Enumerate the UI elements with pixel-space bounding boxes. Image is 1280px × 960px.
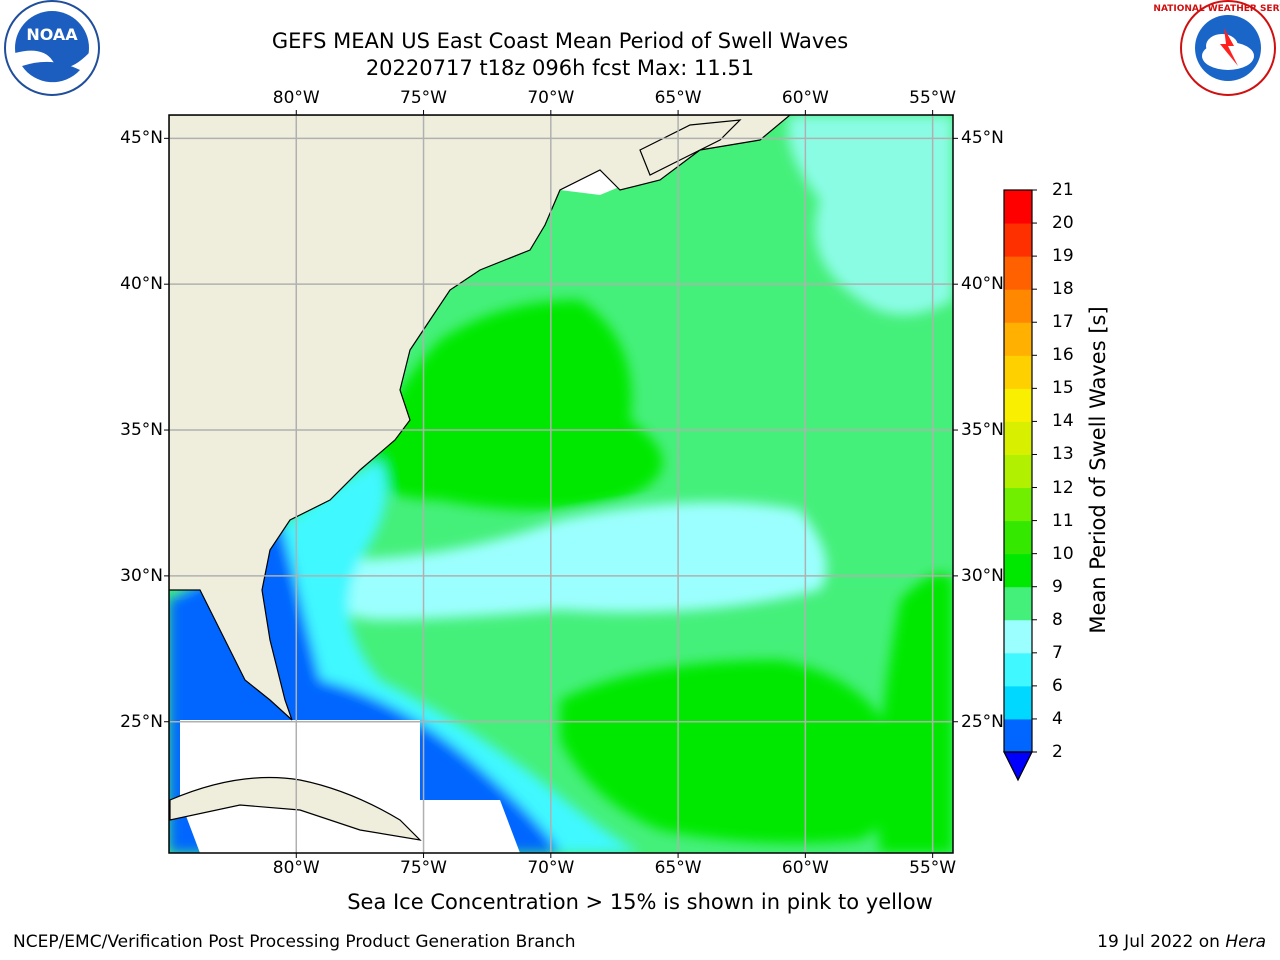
lon-label-top: 80°W — [272, 88, 320, 108]
colorbar-tick-label: 19 — [1052, 246, 1074, 267]
colorbar-tick-label: 11 — [1052, 510, 1074, 531]
lon-gridlines — [295, 115, 934, 853]
lat-label-right: 25°N — [961, 711, 1004, 732]
colorbar-tick-label: 8 — [1052, 609, 1063, 630]
lat-label-left: 45°N — [120, 128, 163, 149]
map-frame — [168, 114, 954, 854]
colorbar-segment — [1004, 520, 1032, 555]
swell-region-green-south — [560, 660, 900, 844]
lon-label-top: 55°W — [909, 88, 957, 108]
nova-scotia — [639, 119, 742, 176]
lon-label-top: 60°W — [781, 88, 829, 108]
colorbar-segment — [1004, 256, 1032, 290]
colorbar-tick-label: 17 — [1052, 312, 1074, 333]
lat-label-right: 45°N — [961, 128, 1004, 149]
footer-date: 19 Jul 2022 on Hera — [1097, 932, 1266, 952]
colorbar-segment — [1004, 619, 1032, 654]
colorbar-tick-label: 12 — [1052, 477, 1074, 498]
lat-label-left: 35°N — [120, 420, 163, 441]
lat-label-right: 30°N — [961, 565, 1004, 586]
lon-label-bottom: 80°W — [272, 858, 320, 878]
lon-label-bottom: 55°W — [909, 858, 957, 878]
lon-label-bottom: 60°W — [781, 858, 829, 878]
colorbar-tick-label: 13 — [1052, 444, 1074, 465]
colorbar-tick-label: 14 — [1052, 411, 1074, 432]
colorbar-segment — [1004, 388, 1032, 422]
lon-label-top: 65°W — [654, 88, 702, 108]
colorbar-tick-label: 9 — [1052, 576, 1063, 597]
colorbar-segment — [1004, 586, 1032, 621]
colorbar-tick-label: 10 — [1052, 543, 1074, 564]
lat-label-right: 35°N — [961, 420, 1004, 441]
lon-label-top: 75°W — [400, 88, 448, 108]
footer-date-text: 19 Jul 2022 on — [1097, 932, 1226, 952]
colorbar-segment — [1004, 322, 1032, 356]
colorbar-segment — [1004, 355, 1032, 389]
lat-gridlines — [169, 137, 953, 723]
colorbar-tick-label: 2 — [1052, 742, 1063, 762]
chart-subtitle: 20220717 t18z 096h fcst Max: 11.51 — [365, 56, 755, 80]
colorbar-segment — [1004, 685, 1032, 720]
colorbar-segment — [1004, 289, 1032, 323]
colorbar-segment — [1004, 190, 1032, 224]
swell-region-cyan-band — [328, 502, 827, 620]
colorbar-segment — [1004, 487, 1032, 522]
swell-region-cyan-ne — [788, 115, 953, 315]
swell-region-green-east — [877, 573, 953, 853]
colorbar-segment — [1004, 421, 1032, 455]
colorbar-tick-label: 6 — [1052, 675, 1063, 696]
lat-label-left: 30°N — [120, 565, 163, 586]
lat-label-left: 40°N — [120, 274, 163, 295]
colorbar-tick-label: 20 — [1052, 213, 1074, 234]
colorbar-extend-arrow — [1003, 751, 1033, 782]
colorbar-segment — [1004, 454, 1032, 489]
colorbar-segment — [1004, 223, 1032, 257]
colorbar-segment — [1004, 652, 1032, 687]
colorbar-segment — [1004, 718, 1032, 753]
footer-organization: NCEP/EMC/Verification Post Processing Pr… — [13, 932, 576, 952]
colorbar-segment — [1004, 553, 1032, 588]
colorbar-frame — [1003, 189, 1033, 753]
chart-title: GEFS MEAN US East Coast Mean Period of S… — [271, 29, 849, 53]
lon-label-bottom: 70°W — [527, 858, 575, 878]
lon-label-top: 70°W — [527, 88, 575, 108]
colorbar-tick-label: 4 — [1052, 708, 1063, 729]
colorbar-tick-label: 18 — [1052, 279, 1074, 300]
footer-host: Hera — [1225, 932, 1266, 952]
lat-label-left: 25°N — [120, 711, 163, 732]
colorbar-tick-label: 21 — [1052, 180, 1074, 200]
colorbar-tick-label: 7 — [1052, 642, 1063, 663]
sea-ice-note: Sea Ice Concentration > 15% is shown in … — [347, 890, 933, 914]
lat-label-right: 40°N — [961, 274, 1004, 295]
lon-label-bottom: 75°W — [400, 858, 448, 878]
colorbar-title: Mean Period of Swell Waves [s] — [1086, 306, 1110, 634]
cuba — [169, 776, 422, 841]
lon-label-bottom: 65°W — [654, 858, 702, 878]
colorbar-tick-label: 16 — [1052, 345, 1074, 366]
swell-region-green-north — [368, 300, 663, 510]
colorbar-tick-label: 15 — [1052, 378, 1074, 399]
